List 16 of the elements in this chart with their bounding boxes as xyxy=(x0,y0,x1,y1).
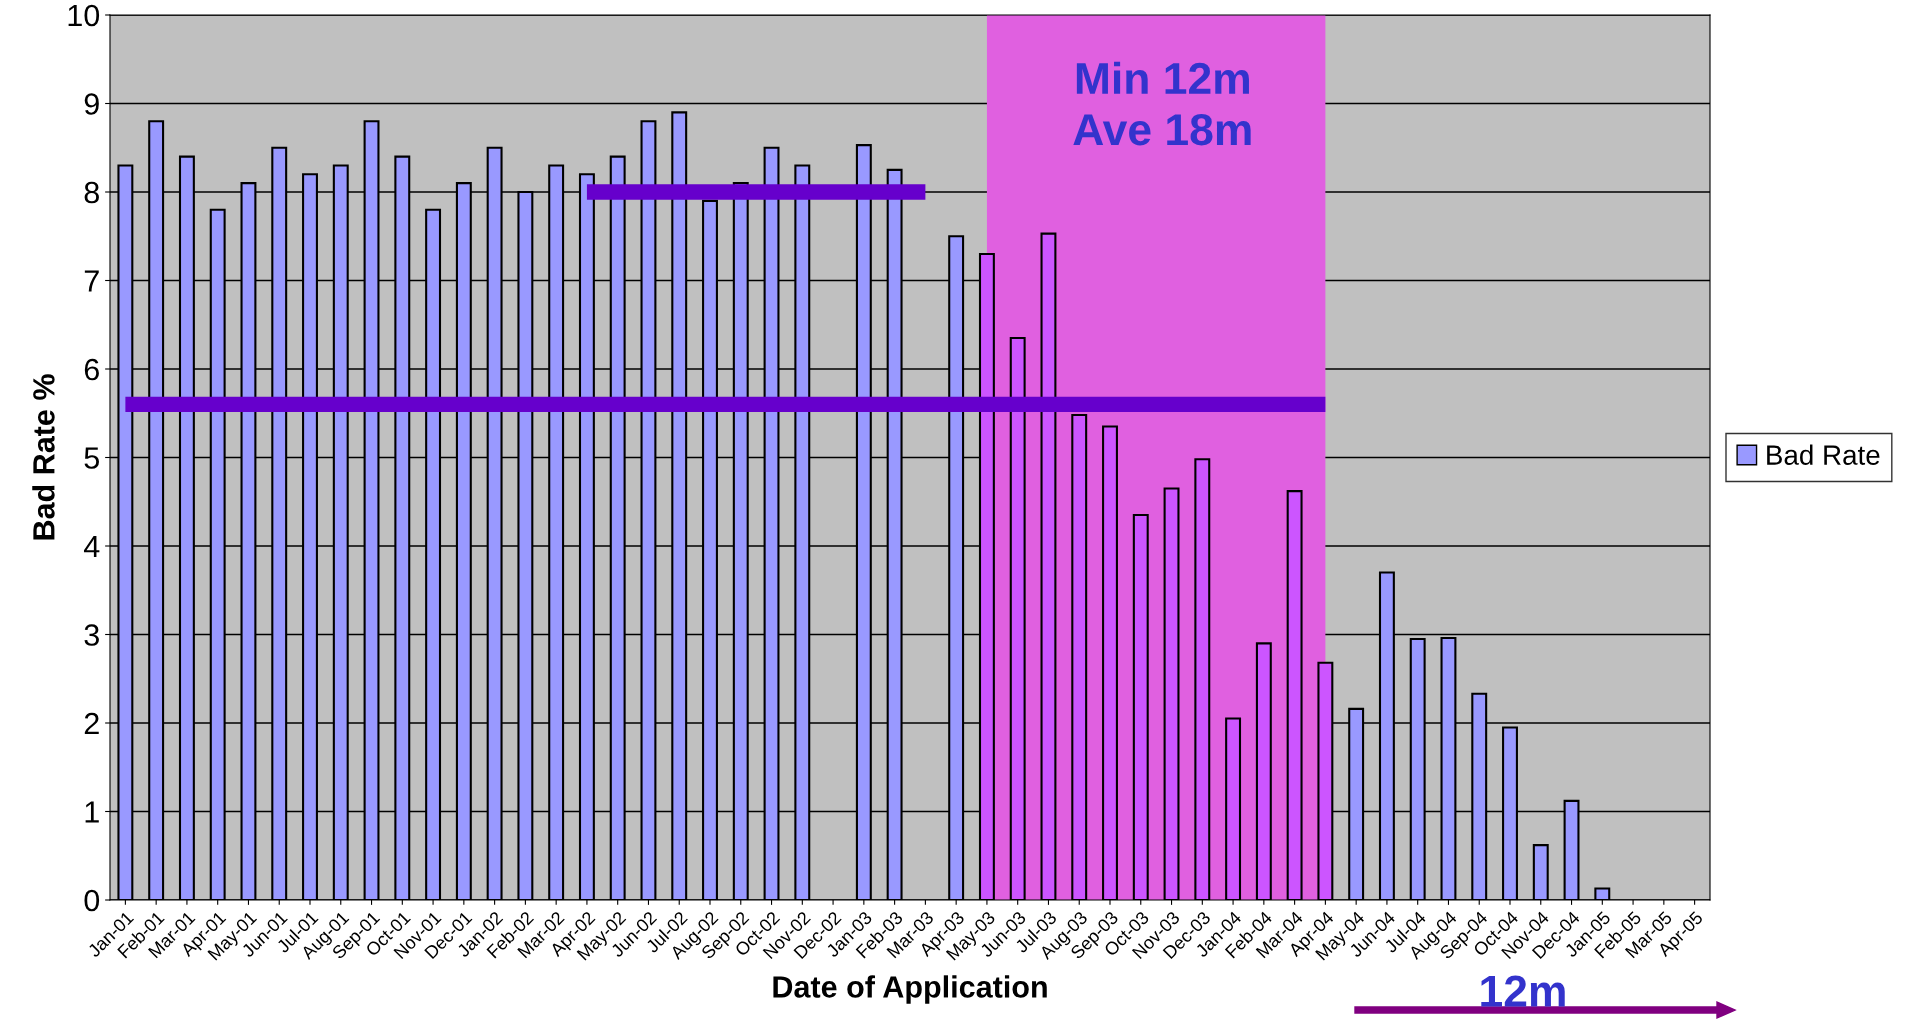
x-axis-title: Date of Application xyxy=(773,975,1047,1004)
y-tick-label: 4 xyxy=(83,536,100,558)
y-tick-label: 9 xyxy=(84,93,99,115)
y-tick-label: 6 xyxy=(84,358,99,381)
y-tick-label: 8 xyxy=(84,181,99,204)
y-tick-label: 3 xyxy=(84,624,99,646)
y-axis-title: Bad Rate % xyxy=(32,374,55,540)
y-tick-label: 2 xyxy=(84,712,99,735)
text: 12m xyxy=(1481,975,1565,1007)
y-tick-label: 0 xyxy=(84,889,100,912)
legend-label: Bad Rate xyxy=(1767,444,1880,465)
y-tick-label: 7 xyxy=(84,270,99,292)
y-tick-label: 10 xyxy=(68,4,100,27)
annotation: Min 12m Ave 18m xyxy=(1073,61,1251,146)
y-tick-label: 1 xyxy=(85,801,99,823)
y-tick-label: 5 xyxy=(84,447,99,469)
